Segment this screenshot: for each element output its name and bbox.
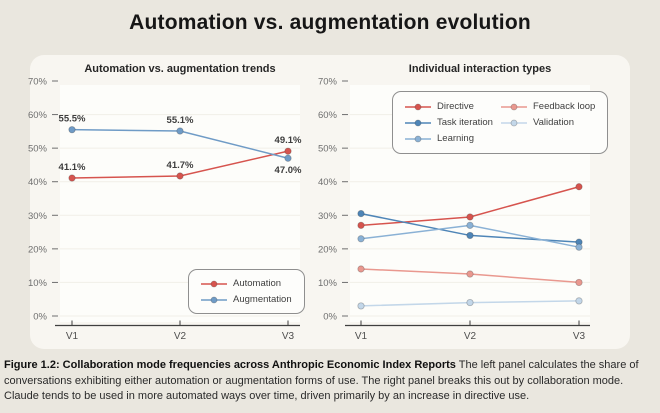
right-chart-legend: Directive Task iteration Learning Feedback … [392,91,609,154]
legend-label: Automation [233,278,282,289]
legend-column: Feedback loop Validation [500,101,596,144]
y-axis-label: 50% [318,144,338,155]
data-point-label: 55.5% [59,114,86,125]
legend-label: Directive [437,101,474,112]
legend-marker-dot [510,119,518,126]
legend-marker-dot [210,280,218,287]
y-axis-label: 70% [28,77,48,88]
y-axis-label: 60% [318,110,338,121]
right-chart-title: Individual interaction types [408,63,552,75]
data-point-marker [466,231,474,240]
y-axis-label: 0% [33,312,47,323]
data-point-marker [176,172,184,180]
data-point-marker [357,302,365,310]
y-axis-label: 30% [28,211,48,222]
data-point-marker [575,183,583,191]
legend-marker-dot [414,103,422,110]
data-point-marker [68,126,76,134]
data-point-marker [575,243,583,251]
y-axis-label: 20% [318,244,338,255]
legend-marker-icon [500,119,527,126]
legend-marker-icon [405,119,431,126]
data-point-marker [357,210,365,218]
data-point-marker [68,174,76,182]
data-point-marker [357,235,365,243]
legend-item-validation: Validation [500,117,595,128]
data-point-marker [466,221,474,229]
y-axis-label: 60% [28,110,48,121]
data-point-marker [466,270,474,278]
legend-marker-icon [201,296,227,303]
data-point-marker [575,297,583,305]
x-axis-label: V2 [174,331,187,342]
x-axis-label: V1 [355,331,368,342]
y-axis-label: 40% [318,177,338,188]
legend-marker-dot [414,135,422,142]
legend-label: Validation [532,117,575,128]
data-point-label: 55.1% [167,115,194,126]
y-axis-label: 30% [318,211,338,222]
legend-marker-dot [510,103,518,110]
page-title: Automation vs. augmentation evolution [129,11,531,34]
legend-label: Learning [437,133,474,144]
left-chart-title: Automation vs. augmentation trends [84,63,276,75]
figure-caption: Figure 1.2: Collaboration mode frequenci… [4,358,656,405]
data-point-marker [466,213,474,221]
legend-label: Feedback loop [532,101,596,112]
legend-marker-icon [500,103,527,110]
y-axis-label: 0% [323,312,337,323]
legend-column: Directive Task iteration Learning [405,101,493,144]
legend-marker-icon [201,280,227,287]
legend-marker-icon [405,103,431,110]
x-axis-label: V3 [282,331,295,342]
y-axis-label: 20% [28,244,48,255]
data-point-marker [284,154,292,162]
legend-item-task-iteration: Task iteration [405,117,493,128]
x-axis-label: V2 [464,331,477,342]
data-point-label: 47.0% [275,165,302,176]
legend-marker-dot [210,296,218,303]
data-point-label: 41.1% [59,162,86,173]
data-point-marker [357,221,365,229]
legend-item-feedback-loop: Feedback loop [500,101,596,112]
figure-caption-text: The left panel calculates the share of c… [4,359,639,402]
data-point-marker [466,298,474,307]
data-point-marker [575,278,583,287]
legend-label: Augmentation [233,294,292,305]
legend-item-directive: Directive [405,101,493,112]
data-point-marker [357,265,365,273]
y-axis-label: 10% [318,278,338,289]
data-point-marker [176,127,184,135]
panel-automation-trends: Automation vs. augmentation trends 0% 10%… [28,55,330,349]
legend-column: Automation Augmentation [201,278,292,305]
y-axis-label: 70% [318,77,338,88]
legend-label: Task iteration [437,117,493,128]
x-axis-label: V3 [573,331,586,342]
panel-interaction-types: Individual interaction types 0% 10% 20% 30%… [318,55,630,349]
left-chart-legend: Automation Augmentation [188,269,305,314]
y-axis-label: 50% [28,144,48,155]
chart-card: Automation vs. augmentation trends 0% 10%… [28,55,630,349]
legend-item-augmentation: Augmentation [201,294,292,305]
legend-item-learning: Learning [405,133,493,144]
y-axis-label: 10% [28,278,48,289]
data-point-label: 49.1% [275,135,302,146]
data-point-label: 41.7% [167,160,194,171]
x-axis-label: V1 [66,331,79,342]
legend-marker-dot [414,119,422,126]
legend-item-automation: Automation [201,278,292,289]
legend-marker-icon [405,135,431,142]
data-point-marker [284,147,292,155]
y-axis-label: 40% [28,177,48,188]
figure-caption-bold: Figure 1.2: Collaboration mode frequenci… [4,359,456,371]
